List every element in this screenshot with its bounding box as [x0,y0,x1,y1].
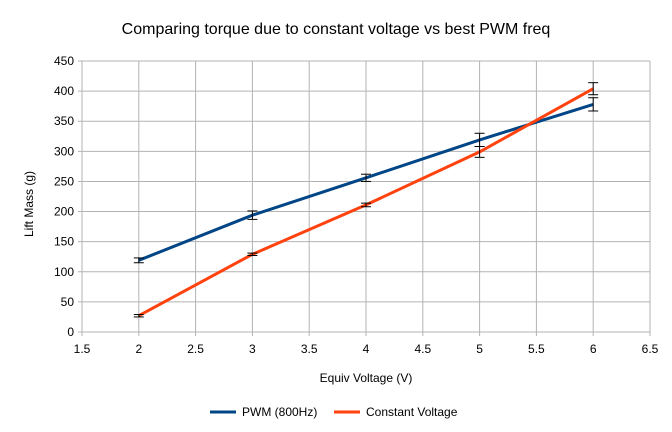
error-bar [361,173,371,182]
error-bar [588,82,599,96]
x-tick-label: 5 [476,342,483,356]
y-tick-label: 250 [54,174,74,188]
error-bar [133,314,144,318]
error-bar [474,146,485,158]
error-bar [247,210,258,220]
x-tick-label: 6 [590,342,597,356]
chart-title: Comparing torque due to constant voltage… [122,21,551,38]
y-tick-label: 100 [54,265,74,279]
y-tick-label: 400 [54,84,74,98]
legend-label-1: Constant Voltage [366,405,458,419]
x-tick-label: 3 [249,342,256,356]
y-axis-label: Lift Mass (g) [22,171,36,237]
y-axis-ticks: 0 50 100 150 200 250 300 350 400 450 [54,54,74,339]
error-bar [133,257,144,264]
legend: PWM (800Hz) Constant Voltage [210,405,458,419]
legend-label-0: PWM (800Hz) [242,405,317,419]
error-bar [361,202,371,208]
y-tick-label: 0 [67,325,74,339]
series-layer [133,82,599,318]
x-tick-label: 4.5 [414,342,431,356]
error-bar [247,252,258,257]
y-tick-label: 50 [61,295,75,309]
x-axis-ticks: 1.5 2 2.5 3 3.5 4 4.5 5 5.5 6 6.5 [74,342,659,356]
x-tick-label: 6.5 [642,342,659,356]
x-tick-label: 5.5 [528,342,545,356]
y-tick-label: 300 [54,144,74,158]
y-tick-label: 150 [54,235,74,249]
x-axis-label: Equiv Voltage (V) [320,371,413,385]
y-tick-label: 200 [54,205,74,219]
error-bar [588,97,599,112]
y-tick-label: 450 [54,54,74,68]
y-tick-label: 350 [54,114,74,128]
x-tick-label: 4 [363,342,370,356]
x-tick-label: 1.5 [74,342,91,356]
grid-lines [78,60,651,336]
x-tick-label: 3.5 [301,342,318,356]
x-tick-label: 2.5 [187,342,204,356]
x-tick-label: 2 [135,342,142,356]
